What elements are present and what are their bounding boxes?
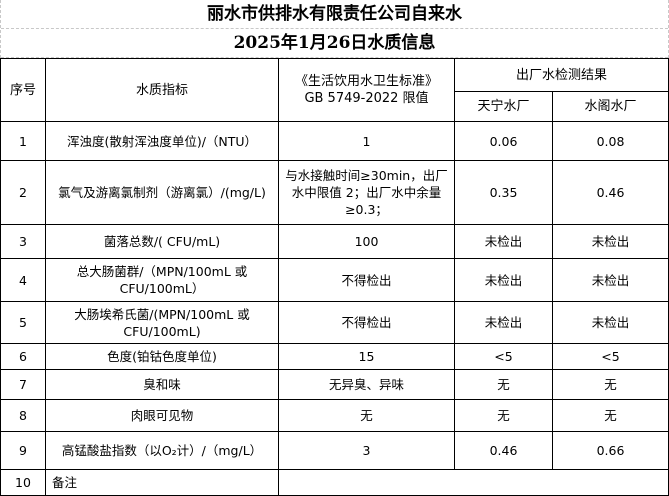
row-shuige-result: 未检出: [551, 224, 669, 259]
row-indicator: 色度(铂钴色度单位): [45, 343, 279, 370]
row-tianning-result: 0.35: [454, 160, 553, 225]
row-shuige-result: 无: [551, 369, 669, 400]
row-tianning-result: 未检出: [454, 224, 553, 259]
row-limit: 1: [278, 121, 455, 161]
row-shuige-result: 未检出: [551, 258, 669, 302]
row-tianning-result: <5: [454, 343, 553, 370]
row-indicator: 高锰酸盐指数（以O₂计）/（mg/L）: [45, 431, 279, 470]
remarks-label: 备注: [45, 469, 279, 496]
remarks-index: 10: [0, 469, 46, 496]
row-index: 2: [0, 160, 46, 225]
row-indicator: 肉眼可见物: [45, 399, 279, 432]
row-index: 9: [0, 431, 46, 470]
row-tianning-result: 无: [454, 369, 553, 400]
page-subtitle: 2025年1月26日水质信息: [1, 29, 668, 58]
remarks-row: 10 备注: [0, 469, 669, 496]
row-limit: 3: [278, 431, 455, 470]
row-shuige-result: 0.46: [551, 160, 669, 225]
row-shuige-result: <5: [551, 343, 669, 370]
table-row: 6 色度(铂钴色度单位) 15 <5 <5: [0, 343, 669, 370]
row-indicator: 大肠埃希氏菌/(MPN/100mL 或 CFU/100mL): [45, 301, 279, 344]
table-row: 1 浑浊度(散射浑浊度单位)/（NTU） 1 0.06 0.08: [0, 121, 669, 161]
row-indicator: 浑浊度(散射浑浊度单位)/（NTU）: [45, 121, 279, 161]
row-indicator: 臭和味: [45, 369, 279, 400]
row-tianning-result: 未检出: [454, 301, 553, 344]
remarks-value: [277, 469, 669, 496]
header-plant-tianning: 天宁水厂: [454, 91, 553, 122]
header-row: 序号 水质指标 《生活饮用水卫生标准》 GB 5749-2022 限值 出厂水检…: [0, 58, 669, 122]
header-indicator: 水质指标: [45, 58, 279, 122]
row-tianning-result: 未检出: [454, 258, 553, 302]
row-limit: 无异臭、异味: [278, 369, 455, 400]
row-index: 8: [0, 399, 46, 432]
row-shuige-result: 无: [551, 399, 669, 432]
row-indicator: 总大肠菌群/（MPN/100mL 或 CFU/100mL）: [45, 258, 279, 302]
row-index: 4: [0, 258, 46, 302]
header-index: 序号: [0, 58, 46, 122]
table-row: 5 大肠埃希氏菌/(MPN/100mL 或 CFU/100mL) 不得检出 未检出 未检…: [0, 301, 669, 344]
row-shuige-result: 0.66: [551, 431, 669, 470]
table-row: 2 氯气及游离氯制剂（游离氯）/(mg/L) 与水接触时间≥30min，出厂水中限值…: [0, 160, 669, 225]
header-standard: 《生活饮用水卫生标准》 GB 5749-2022 限值: [278, 58, 455, 122]
header-standard-title: 《生活饮用水卫生标准》: [294, 74, 438, 89]
row-indicator: 菌落总数/( CFU/mL): [45, 224, 279, 259]
table-row: 3 菌落总数/( CFU/mL) 100 未检出 未检出: [0, 224, 669, 259]
header-standard-code: GB 5749-2022 限值: [304, 91, 429, 106]
row-tianning-result: 0.06: [454, 121, 553, 161]
table-row: 4 总大肠菌群/（MPN/100mL 或 CFU/100mL） 不得检出 未检出 未检出: [0, 258, 669, 302]
header-results: 出厂水检测结果: [453, 58, 669, 92]
header-subrow: 天宁水厂 水阁水厂: [1, 91, 669, 122]
header-plant-shuige: 水阁水厂: [551, 91, 669, 122]
row-index: 1: [0, 121, 46, 161]
table-row: 8 肉眼可见物无无无: [0, 399, 669, 432]
row-limit: 与水接触时间≥30min，出厂水中限值 2；出厂水中余量≥0.3；: [278, 160, 455, 225]
table-row: 7 臭和味 无异臭、异味无无: [0, 369, 669, 400]
row-tianning-result: 无: [454, 399, 553, 432]
row-tianning-result: 0.46: [454, 431, 553, 470]
row-index: 3: [0, 224, 46, 259]
row-limit: 100: [278, 224, 455, 259]
row-limit: 不得检出: [278, 301, 455, 344]
row-limit: 15: [278, 343, 455, 370]
row-shuige-result: 0.08: [551, 121, 669, 161]
page-title: 丽水市供排水有限责任公司自来水: [1, 0, 668, 29]
row-shuige-result: 未检出: [551, 301, 669, 344]
row-indicator: 氯气及游离氯制剂（游离氯）/(mg/L): [45, 160, 279, 225]
row-index: 7: [0, 369, 46, 400]
row-limit: 不得检出: [278, 258, 455, 302]
water-quality-table: 序号 水质指标 《生活饮用水卫生标准》 GB 5749-2022 限值 出厂水检…: [0, 58, 669, 496]
row-index: 5: [0, 301, 46, 344]
title-block: 丽水市供排水有限责任公司自来水 2025年1月26日水质信息: [0, 0, 669, 58]
row-limit: 无: [278, 399, 455, 432]
row-index: 6: [0, 343, 46, 370]
table-row: 9 高锰酸盐指数（以O₂计）/（mg/L） 3 0.46 0.66: [0, 431, 669, 470]
